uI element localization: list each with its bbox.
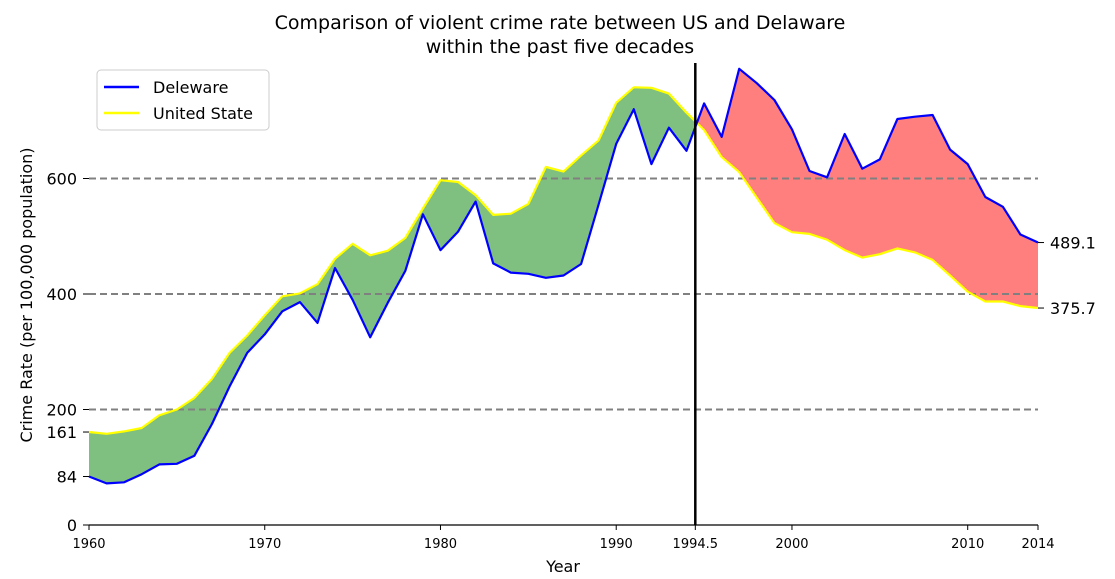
y-tick-label-161: 161 <box>46 423 77 442</box>
y-tick-label-200: 200 <box>46 401 77 420</box>
legend-label-united-state: United State <box>153 104 253 123</box>
x-tick-label-2014: 2014 <box>1021 537 1054 552</box>
end-value-label-1: 375.7 <box>1050 299 1096 318</box>
chart-title-line-1: Comparison of violent crime rate between… <box>275 12 846 34</box>
x-tick-label-2000: 2000 <box>775 537 808 552</box>
x-tick-label-2010: 2010 <box>951 537 984 552</box>
y-tick-label-0: 0 <box>67 516 77 535</box>
series-line-united-state <box>88 86 1039 435</box>
x-axis-label: Year <box>545 557 580 576</box>
x-axis-ticks: 1960 1970 1980 1990 1994.5 2000 2010 2014 <box>72 525 1055 552</box>
end-value-labels: 489.1 375.7 <box>1038 234 1096 318</box>
x-tick-label-1994.5: 1994.5 <box>673 537 719 552</box>
legend-label-deleware: Deleware <box>153 78 228 97</box>
x-tick-label-1990: 1990 <box>600 537 633 552</box>
chart-title-line-2: within the past five decades <box>426 36 694 58</box>
fill-de-above-1 <box>696 68 1038 308</box>
y-tick-label-400: 400 <box>46 285 77 304</box>
y-axis-ticks: 0 84 161 200 400 600 <box>46 170 89 535</box>
legend: Deleware United State <box>96 69 270 131</box>
y-axis-label: Crime Rate (per 100,000 population) <box>17 147 36 442</box>
end-value-label-0: 489.1 <box>1050 234 1096 253</box>
x-tick-label-1960: 1960 <box>72 537 105 552</box>
y-tick-label-600: 600 <box>46 170 77 189</box>
x-tick-label-1970: 1970 <box>248 537 281 552</box>
series-line-deleware <box>88 67 1039 485</box>
x-tick-label-1980: 1980 <box>424 537 457 552</box>
series-lines <box>88 67 1039 485</box>
difference-fill-areas <box>89 68 1038 484</box>
legend-box <box>96 69 270 131</box>
y-tick-label-84: 84 <box>57 467 77 486</box>
fill-us-above-0 <box>89 87 697 484</box>
horizontal-gridlines <box>89 177 1038 411</box>
